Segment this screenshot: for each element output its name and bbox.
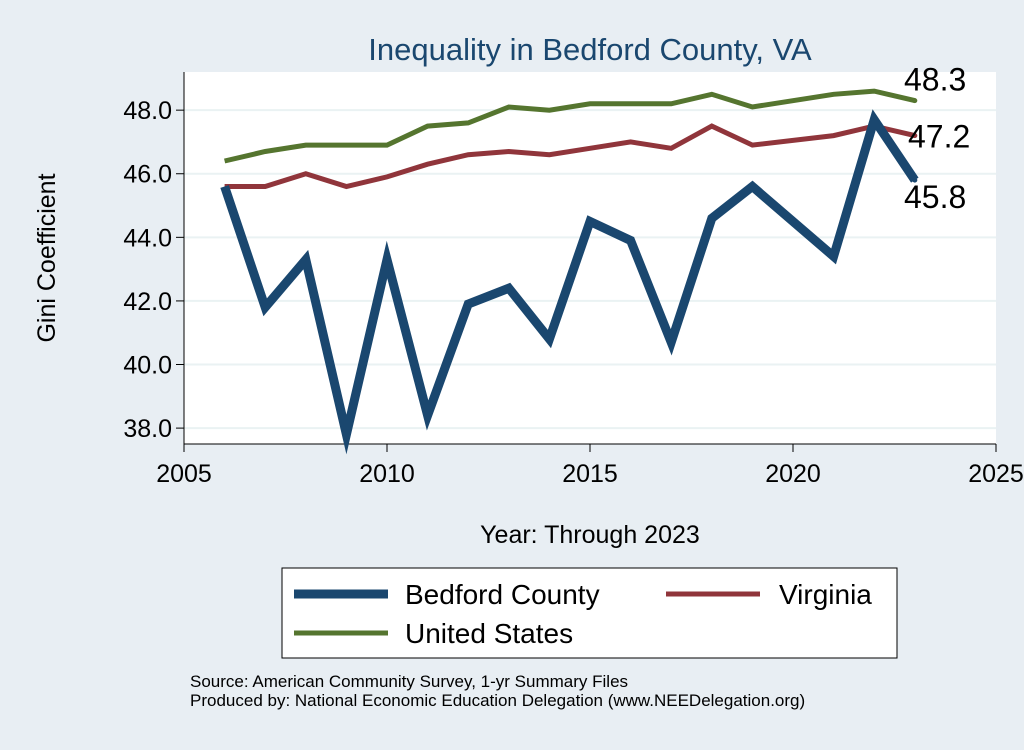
y-tick-label: 48.0 [123,97,172,125]
plot-area [184,72,996,444]
end-value-label: 47.2 [908,119,970,155]
source-line-2: Produced by: National Economic Education… [190,691,806,710]
y-tick-label: 44.0 [123,224,172,252]
x-tick-label: 2005 [156,460,212,488]
legend-label-united-states: United States [405,618,573,649]
y-tick-label: 42.0 [123,288,172,316]
x-tick-label: 2025 [968,460,1024,488]
chart-title: Inequality in Bedford County, VA [368,32,812,67]
y-tick-label: 46.0 [123,161,172,189]
legend-label-virginia: Virginia [779,579,872,610]
source-note: Source: American Community Survey, 1-yr … [190,672,805,710]
series-line-virginia [224,123,916,190]
end-value-label: 48.3 [904,62,966,98]
y-axis-label: Gini Coefficient [33,173,61,342]
x-axis-label: Year: Through 2023 [480,521,700,549]
end-point-marker [912,98,918,104]
end-value-label: 45.8 [904,179,966,215]
legend-box [281,567,898,659]
y-tick-label: 38.0 [123,415,172,443]
legend-label-bedford: Bedford County [405,579,600,610]
end-point-marker [912,133,918,139]
y-axis-ticks: 38.0 40.0 42.0 44.0 46.0 48.0 [123,97,184,443]
end-value-labels: 45.8 47.2 48.3 [904,62,970,215]
y-tick-label: 40.0 [123,352,172,380]
x-tick-label: 2015 [562,460,618,488]
source-line-1: Source: American Community Survey, 1-yr … [190,672,629,691]
x-tick-label: 2020 [765,460,821,488]
series-lines [220,88,919,455]
legend: Bedford County Virginia United States [281,567,898,659]
end-point-marker [912,177,918,183]
x-axis-ticks: 2005 2010 2015 2020 2025 [156,444,1024,488]
series-line-united-states [224,88,916,164]
x-tick-label: 2010 [359,460,415,488]
series-line-bedford-county [220,109,919,455]
